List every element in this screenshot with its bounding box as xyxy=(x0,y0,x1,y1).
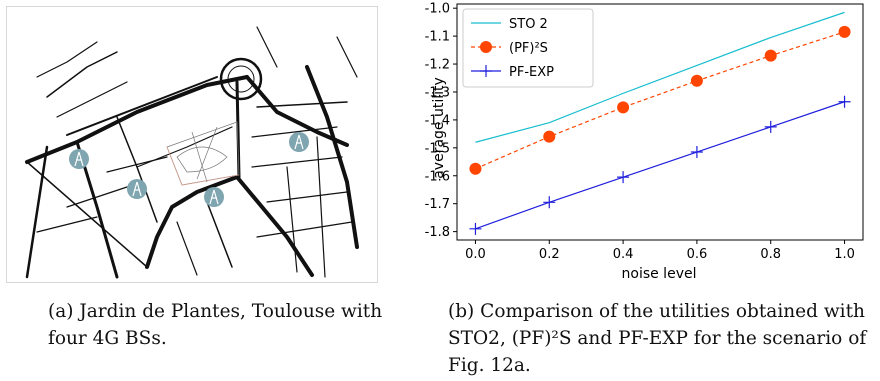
base-station-3 xyxy=(204,187,224,207)
x-tick-label-1: 0.2 xyxy=(539,247,560,262)
base-station-4 xyxy=(289,132,309,152)
street-map-drawing xyxy=(25,26,359,279)
y-tick-label-2: -1.2 xyxy=(425,58,450,73)
y-tick-label-4: -1.4 xyxy=(425,113,450,128)
y-tick-label-6: -1.6 xyxy=(425,169,450,184)
series-1-point-1 xyxy=(543,130,556,143)
series-1-point-4 xyxy=(764,49,777,62)
series-line-1 xyxy=(475,31,845,170)
utility-line-chart: 0.0 0.2 0.4 0.6 0.8 1.0 -1.0 -1.1 -1.2 -1.3 -1.4 -1… xyxy=(425,2,864,282)
x-tick-label-3: 0.6 xyxy=(687,247,708,262)
series-2-point-1 xyxy=(543,196,556,209)
y-tick-label-3: -1.3 xyxy=(425,85,450,100)
y-tick-label-5: -1.5 xyxy=(425,141,450,156)
legend-marker-2 xyxy=(480,65,492,77)
legend-label-2: PF-EXP xyxy=(509,65,554,80)
y-axis-label: average utility xyxy=(431,77,447,179)
x-tick-label-2: 0.4 xyxy=(613,247,634,262)
series-line-0 xyxy=(475,11,845,143)
legend-label-0: STO 2 xyxy=(509,17,548,32)
caption-b: (b) Comparison of the utilities obtained… xyxy=(448,301,867,376)
plot-frame xyxy=(456,3,864,241)
series-1-point-2 xyxy=(617,101,630,114)
legend-label-1: (PF)²S xyxy=(509,41,548,56)
x-axis-label: noise level xyxy=(622,266,697,282)
series-1-point-0 xyxy=(469,162,482,175)
series-line-2 xyxy=(475,101,845,230)
series-2-point-3 xyxy=(690,146,703,159)
y-tick-label-1: -1.1 xyxy=(425,30,450,45)
y-tick-label-0: -1.0 xyxy=(425,2,450,17)
y-tick-label-8: -1.8 xyxy=(425,225,450,240)
series-2-point-4 xyxy=(764,120,777,133)
series-1-point-3 xyxy=(690,74,703,87)
figure-b: 0.0 0.2 0.4 0.6 0.8 1.0 -1.0 -1.1 -1.2 -1.3 -1.4 -1… xyxy=(405,0,875,285)
x-tick-label-4: 0.8 xyxy=(760,247,781,262)
street-map xyxy=(6,6,378,283)
base-station-1 xyxy=(69,149,89,169)
x-tick-label-5: 1.0 xyxy=(834,247,855,262)
series-2-point-5 xyxy=(838,95,851,108)
figure-a xyxy=(6,6,378,283)
legend-marker-1 xyxy=(480,41,492,53)
series-2-point-2 xyxy=(617,171,630,184)
base-station-2 xyxy=(127,179,147,199)
caption-a: (a) Jardin de Plantes, Toulouse with fou… xyxy=(48,301,383,349)
y-tick-label-7: -1.7 xyxy=(425,197,450,212)
legend-box xyxy=(462,8,594,88)
x-tick-label-0: 0.0 xyxy=(465,247,486,262)
series-1-point-5 xyxy=(838,25,851,38)
series-2-point-0 xyxy=(469,222,482,235)
